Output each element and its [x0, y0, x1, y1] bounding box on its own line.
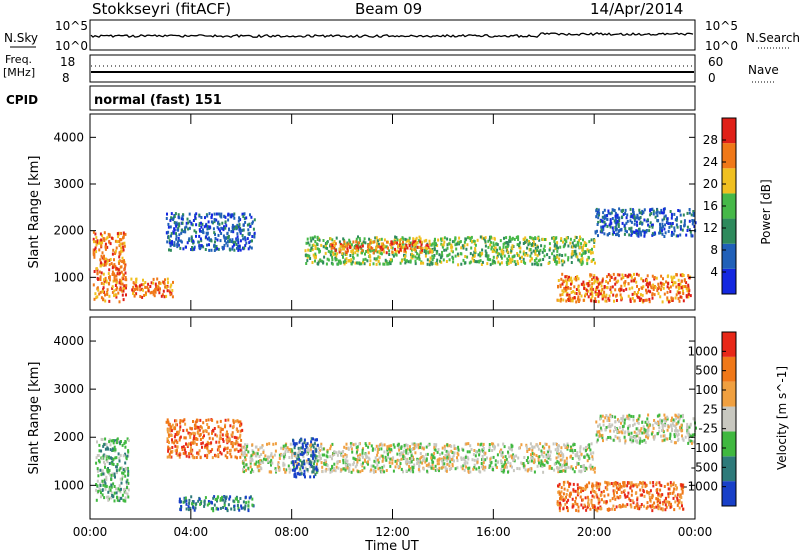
velocity-ytick-label: 2000 — [53, 430, 84, 444]
velocity-colorbar-tick-label: 100 — [695, 383, 718, 397]
nave-tick-bottom: 0 — [708, 71, 716, 85]
power-colorbar-tick-label: 16 — [703, 199, 718, 213]
power-colorbar-segment — [722, 193, 736, 219]
velocity-colorbar-tick-label: -1000 — [683, 480, 718, 494]
velocity-ytick-label: 1000 — [53, 478, 84, 492]
power-panel: 1000 2000 3000 4000 Slant Range [km] 28 24 20… — [27, 113, 773, 311]
x-tick-label: 16:00 — [476, 525, 511, 539]
noise-panel: N.Sky 10^5 10^0 10^5 10^0 N.Search — [4, 19, 800, 53]
velocity-colorbar-segment — [722, 431, 736, 457]
power-band-4 — [329, 240, 432, 255]
x-tick-label: 20:00 — [577, 525, 612, 539]
cpid-panel: CPID normal (fast) 151 — [6, 85, 696, 111]
velocity-colorbar-segment — [722, 481, 736, 506]
noise-right-label: N.Search — [746, 31, 800, 45]
cpid-value: normal (fast) 151 — [94, 93, 222, 108]
x-tick-label: 08:00 — [274, 525, 309, 539]
freq-label-line1: Freq. — [5, 53, 32, 66]
velocity-colorbar-segment — [722, 456, 736, 482]
power-ylabel: Slant Range [km] — [27, 156, 42, 269]
power-colorbar-tick-label: 8 — [710, 243, 718, 257]
noise-left-tick-top: 10^5 — [55, 19, 88, 33]
power-band-6 — [594, 207, 697, 238]
velocity-colorbar-segment — [722, 406, 736, 432]
cpid-label: CPID — [6, 93, 38, 107]
x-tick-label: 00:00 — [678, 525, 713, 539]
velocity-band-0 — [95, 437, 130, 503]
freq-tick-top: 18 — [60, 55, 75, 69]
velocity-ylabel: Slant Range [km] — [27, 362, 42, 475]
nave-label: Nave — [748, 63, 779, 77]
power-colorbar-label: Power [dB] — [759, 179, 773, 244]
power-band-3 — [304, 235, 596, 267]
power-colorbar-tick-label: 12 — [703, 221, 718, 235]
freq-tick-bottom: 8 — [62, 71, 70, 85]
station-title: Stokkseyri (fitACF) — [92, 0, 232, 18]
power-colorbar-segment — [722, 243, 736, 269]
noise-sky-trace — [90, 32, 694, 38]
power-colorbar-segment — [722, 168, 736, 194]
power-colorbar-tick-label: 4 — [710, 265, 718, 279]
velocity-band-2 — [178, 495, 255, 513]
power-ytick-label: 2000 — [53, 224, 84, 238]
velocity-colorbar-tick-label: 500 — [695, 364, 718, 378]
power-ytick-label: 3000 — [53, 177, 84, 191]
power-band-5 — [556, 272, 692, 304]
power-colorbar-segment — [722, 268, 736, 294]
velocity-ytick-label: 4000 — [53, 334, 84, 348]
power-band-1 — [130, 277, 174, 299]
power-colorbar-segment — [722, 143, 736, 169]
power-ytick-label: 4000 — [53, 130, 84, 144]
x-axis-label: Time UT — [364, 539, 418, 554]
power-colorbar-segment — [722, 218, 736, 244]
power-ytick-label: 1000 — [53, 270, 84, 284]
power-colorbar-tick-label: 24 — [703, 155, 718, 169]
noise-right-tick-bottom: 10^0 — [705, 39, 738, 53]
time-axis: 00:00 04:00 08:00 12:00 16:00 20:00 00:00 — [73, 114, 713, 539]
date-title: 14/Apr/2014 — [590, 0, 684, 18]
power-colorbar-tick-label: 20 — [703, 177, 718, 191]
beam-title: Beam 09 — [355, 0, 423, 18]
velocity-colorbar-tick-label: 25 — [703, 402, 718, 416]
x-tick-label: 12:00 — [375, 525, 410, 539]
x-tick-label: 00:00 — [73, 525, 108, 539]
velocity-colorbar-segment — [722, 381, 736, 407]
velocity-band-5 — [556, 480, 685, 513]
velocity-band-4 — [291, 437, 319, 479]
noise-right-tick-top: 10^5 — [705, 19, 738, 33]
power-colorbar-segment — [722, 118, 736, 144]
velocity-panel: 1000 2000 3000 4000 Slant Range [km] 1000 50… — [27, 316, 789, 520]
nave-tick-top: 60 — [708, 55, 723, 69]
velocity-colorbar-segment — [722, 332, 736, 357]
noise-left-label: N.Sky — [4, 31, 38, 45]
velocity-colorbar-label: Velocity [m s^-1] — [775, 366, 789, 470]
x-tick-label: 04:00 — [174, 525, 209, 539]
frequency-panel: Freq. [MHz] 18 8 60 0 Nave — [3, 53, 779, 85]
velocity-colorbar-tick-label: -100 — [691, 441, 718, 455]
power-band-0 — [92, 230, 128, 304]
velocity-colorbar-frame — [721, 331, 737, 507]
velocity-band-1 — [165, 418, 244, 460]
power-band-2 — [165, 212, 256, 252]
power-colorbar-tick-label: 28 — [703, 133, 718, 147]
velocity-colorbar-tick-label: 1000 — [687, 344, 718, 358]
freq-label-line2: [MHz] — [3, 66, 35, 79]
velocity-colorbar-tick-label: -25 — [698, 422, 718, 436]
velocity-band-6 — [595, 413, 697, 445]
noise-left-tick-bottom: 10^0 — [55, 39, 88, 53]
velocity-ytick-label: 3000 — [53, 382, 84, 396]
velocity-colorbar-segment — [722, 356, 736, 382]
velocity-colorbar-tick-label: -500 — [691, 460, 718, 474]
